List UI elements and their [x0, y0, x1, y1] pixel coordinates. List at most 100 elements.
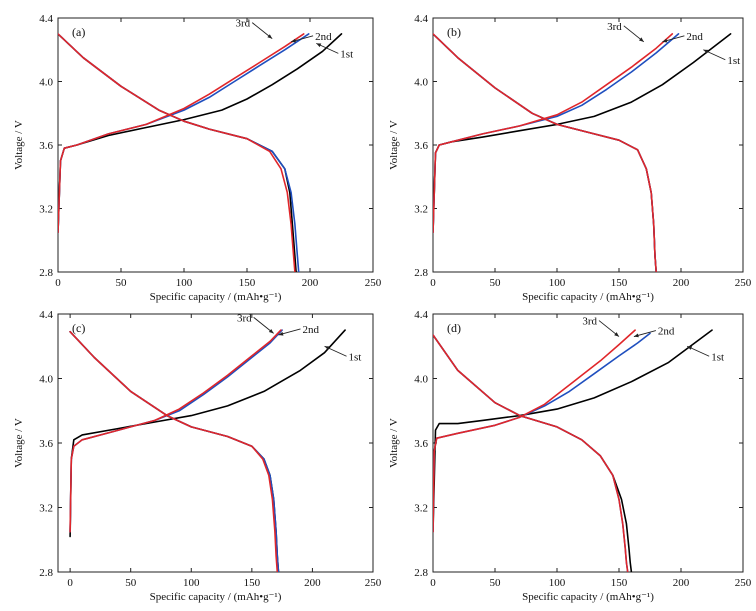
plot-frame-b	[432, 17, 744, 273]
x-tick-label-d: 200	[673, 577, 690, 589]
series-1st-discharge-curve-c	[69, 330, 280, 572]
cycle-label-3rd-c: 3rd	[237, 312, 252, 324]
series-2nd-charge-curve-d	[433, 332, 651, 533]
x-tick-label-a: 250	[365, 277, 382, 289]
cycle-arrowhead-1st-c	[324, 346, 330, 350]
series-3rd-charge-curve-d	[433, 329, 636, 533]
series-1st-charge-curve-a	[58, 33, 343, 234]
x-tick-label-b: 250	[735, 277, 752, 289]
y-tick-label-d: 3.6	[414, 438, 428, 450]
panel-label-a: (a)	[72, 25, 85, 39]
x-tick-label-a: 200	[302, 277, 319, 289]
series-1st-discharge-curve-a	[58, 33, 297, 272]
cycle-label-2nd-a: 2nd	[315, 31, 332, 43]
y-tick-label-c: 2.8	[39, 567, 53, 579]
y-tick-label-a: 4.4	[39, 13, 53, 25]
x-tick-label-d: 250	[735, 577, 752, 589]
y-axis-label-d: Voltage / V	[388, 418, 400, 468]
x-tick-label-c: 50	[125, 577, 137, 589]
panel-label-b: (b)	[447, 25, 461, 39]
cycle-arrowhead-3rd-a	[267, 34, 273, 39]
series-2nd-charge-curve-b	[433, 33, 680, 234]
series-3rd-discharge-curve-a	[58, 33, 296, 272]
panel-a: 0 50 100 150 200 250 2.8 3.2 3.6 4.0 4.4 Specific c…	[13, 13, 382, 303]
y-tick-label-d: 3.2	[414, 503, 428, 515]
cycle-label-1st-a: 1st	[340, 48, 353, 60]
y-axis-label-a: Voltage / V	[13, 120, 25, 170]
series-3rd-discharge-curve-c	[69, 330, 279, 572]
x-tick-label-c: 0	[67, 577, 73, 589]
y-tick-label-d: 2.8	[414, 567, 428, 579]
y-tick-label-b: 3.6	[414, 140, 428, 152]
curves-a	[58, 33, 343, 272]
cycle-label-1st-b: 1st	[727, 55, 740, 67]
x-tick-label-b: 200	[673, 277, 690, 289]
cycle-label-3rd-d: 3rd	[582, 316, 597, 328]
series-2nd-charge-curve-a	[58, 33, 310, 234]
cycle-arrowhead-3rd-b	[638, 37, 644, 42]
x-axis-label-a: Specific capacity / (mAh•g⁻¹)	[150, 291, 282, 303]
plot-frame-d	[432, 313, 744, 573]
x-tick-label-c: 200	[304, 577, 321, 589]
plot-frame-a	[57, 17, 374, 273]
curves-d	[433, 329, 713, 572]
x-tick-label-b: 50	[490, 277, 502, 289]
curves-b	[433, 33, 732, 272]
cycle-arrowhead-3rd-d	[614, 332, 619, 337]
y-tick-label-d: 4.4	[414, 309, 428, 321]
x-tick-label-b: 150	[611, 277, 628, 289]
y-tick-label-b: 2.8	[414, 267, 428, 279]
x-axis-label-d: Specific capacity / (mAh•g⁻¹)	[522, 591, 654, 603]
panel-label-d: (d)	[447, 321, 461, 335]
series-1st-discharge-curve-d	[433, 334, 633, 572]
cycle-label-3rd-a: 3rd	[236, 18, 251, 30]
series-1st-charge-curve-b	[433, 33, 732, 234]
x-tick-label-c: 100	[183, 577, 200, 589]
y-axis-label-c: Voltage / V	[13, 418, 25, 468]
cycle-label-1st-c: 1st	[349, 351, 362, 363]
cycle-label-1st-d: 1st	[711, 351, 724, 363]
y-tick-label-c: 4.0	[39, 374, 53, 386]
y-tick-label-c: 3.6	[39, 438, 53, 450]
x-tick-label-c: 150	[244, 577, 261, 589]
cycle-arrowhead-1st-d	[687, 346, 693, 350]
x-tick-label-a: 50	[116, 277, 128, 289]
cycle-arrowhead-2nd-d	[633, 333, 639, 338]
y-tick-label-d: 4.0	[414, 374, 428, 386]
panel-d: 0 50 100 150 200 250 2.8 3.2 3.6 4.0 4.4 Specific c…	[388, 309, 752, 603]
y-tick-label-c: 3.2	[39, 503, 53, 515]
plot-frame-c	[57, 313, 374, 573]
series-3rd-charge-curve-b	[433, 33, 674, 234]
y-tick-label-c: 4.4	[39, 309, 53, 321]
series-3rd-discharge-curve-d	[433, 334, 629, 572]
x-tick-label-d: 0	[430, 577, 436, 589]
y-axis-label-b: Voltage / V	[388, 120, 400, 170]
x-tick-label-a: 100	[176, 277, 193, 289]
x-tick-label-d: 150	[611, 577, 628, 589]
x-tick-label-a: 150	[239, 277, 256, 289]
x-tick-label-c: 250	[365, 577, 382, 589]
panel-label-c: (c)	[72, 321, 85, 335]
x-tick-label-d: 50	[490, 577, 502, 589]
curves-c	[69, 329, 346, 572]
series-2nd-discharge-curve-c	[69, 330, 280, 572]
y-tick-label-a: 3.2	[39, 204, 53, 216]
series-1st-charge-curve-d	[433, 329, 713, 533]
y-tick-label-a: 3.6	[39, 140, 53, 152]
y-tick-label-b: 3.2	[414, 204, 428, 216]
series-3rd-discharge-curve-b	[433, 33, 658, 272]
x-tick-label-d: 100	[549, 577, 566, 589]
x-tick-label-b: 0	[430, 277, 436, 289]
cycle-label-2nd-b: 2nd	[686, 31, 703, 43]
series-3rd-charge-curve-c	[69, 329, 282, 533]
x-tick-label-a: 0	[55, 277, 61, 289]
cycle-label-2nd-c: 2nd	[303, 324, 320, 336]
series-1st-discharge-curve-b	[433, 33, 658, 272]
series-1st-charge-curve-c	[69, 329, 346, 538]
y-tick-label-b: 4.4	[414, 13, 428, 25]
series-2nd-discharge-curve-a	[58, 33, 300, 272]
x-axis-label-c: Specific capacity / (mAh•g⁻¹)	[150, 591, 282, 603]
panel-b: 0 50 100 150 200 250 2.8 3.2 3.6 4.0 4.4 Specific c…	[388, 13, 752, 303]
cycle-label-3rd-b: 3rd	[607, 21, 622, 33]
